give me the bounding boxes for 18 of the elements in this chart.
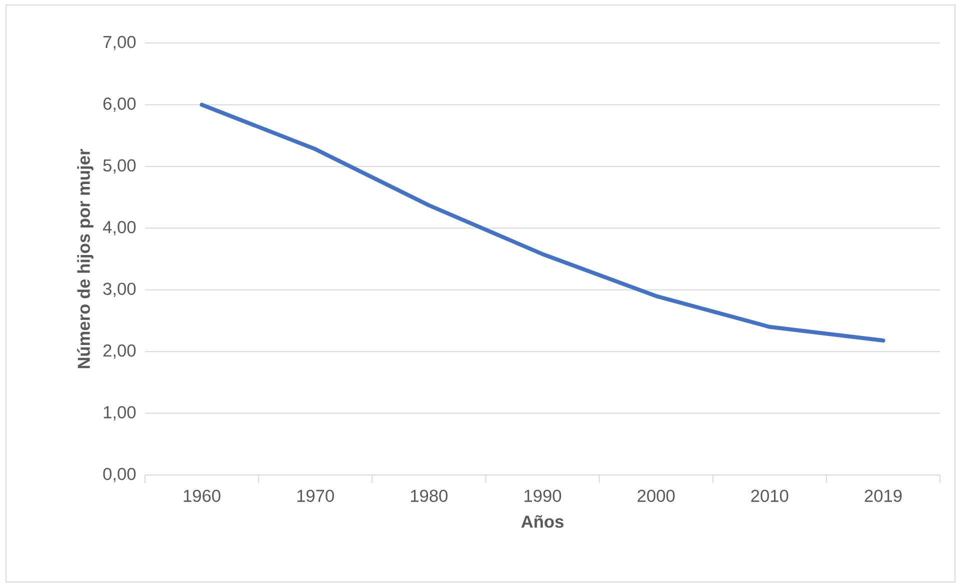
y-tick-label: 3,00	[103, 282, 136, 298]
x-tick-label: 2000	[638, 490, 675, 502]
y-tick-label: 2,00	[103, 344, 136, 359]
y-tick-label: 7,00	[103, 36, 136, 50]
x-axis-title: Años	[521, 515, 564, 528]
line-series	[200, 102, 886, 342]
y-tick-label: 5,00	[103, 159, 136, 174]
x-tick-label: 2019	[864, 490, 902, 502]
y-axis-title: Número de hijos por mujer	[77, 148, 94, 368]
y-tick-label: 4,00	[102, 220, 136, 236]
y-tick-label: 0,00	[103, 468, 136, 482]
x-tick-label: 2010	[751, 490, 788, 502]
y-tick-label: 6,00	[103, 98, 136, 112]
x-tick-label: 1980	[410, 490, 448, 502]
x-tick-label: 1990	[524, 490, 562, 502]
y-tick-label: 1,00	[104, 406, 136, 420]
x-tick-label: 1970	[297, 490, 334, 502]
x-tick-label: 1960	[184, 490, 220, 502]
